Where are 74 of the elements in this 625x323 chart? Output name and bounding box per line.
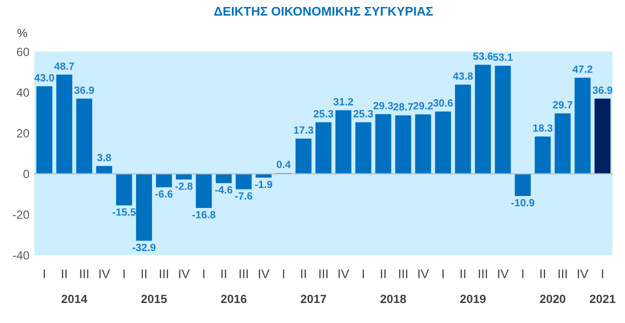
x-tick-label: III: [319, 270, 328, 278]
y-tick-label: 60: [16, 48, 30, 56]
data-label: 29.3: [373, 102, 394, 110]
x-tick-label: I: [522, 270, 524, 278]
text: 2014: [62, 294, 88, 304]
x-tick-label: IV: [418, 270, 429, 278]
data-label: 17.3: [294, 126, 314, 134]
x-tick-label: III: [478, 270, 487, 278]
y-tick-label: 0: [23, 170, 30, 178]
text: 2018: [380, 294, 406, 304]
data-label: -2.8: [175, 182, 193, 190]
data-label: 28.7: [393, 103, 413, 111]
y-tick-label: 20: [16, 129, 30, 138]
data-label: -10.9: [511, 199, 534, 206]
x-tick-label: IV: [99, 270, 110, 278]
x-tick-label: III: [80, 270, 88, 278]
x-tick-label: II: [540, 270, 546, 278]
data-label: 29.7: [552, 101, 572, 108]
x-tick-label: III: [160, 270, 168, 278]
data-label: -15.5: [112, 208, 136, 216]
x-tick-label: II: [142, 270, 146, 278]
text: 2017: [300, 294, 326, 304]
data-label: 29.2: [413, 102, 433, 110]
data-label: 53.1: [493, 54, 513, 61]
x-tick-label: II: [62, 270, 67, 278]
y-tick-label: -20: [12, 210, 30, 219]
x-tick-label: I: [124, 270, 125, 278]
x-tick-label: II: [301, 270, 306, 278]
data-label: 3.8: [97, 154, 112, 162]
data-label: -7.6: [235, 192, 252, 200]
data-label: 36.9: [592, 86, 612, 94]
data-label: 36.9: [74, 86, 94, 94]
text: 2016: [221, 294, 246, 304]
x-tick-label: I: [282, 270, 284, 278]
text: 2015: [141, 294, 167, 304]
data-label: 30.6: [433, 99, 453, 107]
x-tick-label: I: [602, 270, 604, 278]
text: 2020: [540, 294, 566, 304]
data-label: 48.7: [54, 62, 74, 70]
chart-title: ΔΕΙΚΤΗΣ ΟΙΚΟΝΟΜΙΚΗΣ ΣΥΓΚΥΡΙΑΣ: [214, 6, 433, 16]
x-tick-label: III: [240, 270, 248, 278]
data-label: 43.0: [34, 74, 54, 82]
x-tick-label: I: [442, 270, 444, 278]
x-tick-label: IV: [179, 270, 190, 278]
x-tick-label: IV: [498, 270, 509, 278]
data-label: 53.6: [473, 52, 493, 60]
data-label: 47.2: [572, 66, 592, 73]
data-label: 25.3: [354, 110, 374, 118]
x-tick-label: I: [203, 270, 204, 278]
data-label: -16.8: [192, 211, 216, 218]
data-label: 18.3: [533, 124, 552, 132]
data-label: -1.9: [255, 180, 272, 188]
x-tick-label: III: [558, 270, 567, 278]
data-label: 0.4: [276, 160, 291, 168]
x-tick-label: II: [460, 270, 466, 278]
data-label: -32.9: [132, 244, 156, 252]
data-label: -6.6: [155, 190, 173, 198]
x-tick-label: IV: [578, 270, 588, 278]
x-tick-label: III: [399, 270, 408, 278]
text: 2021: [590, 294, 616, 304]
data-label: 31.2: [333, 98, 354, 106]
y-tick-label: -40: [12, 251, 30, 260]
data-label: 43.8: [453, 72, 473, 80]
x-tick-label: I: [362, 270, 364, 278]
x-tick-label: II: [221, 270, 226, 278]
y-tick-label: 40: [16, 88, 30, 97]
y-axis-title: %: [17, 28, 28, 38]
x-tick-label: IV: [258, 270, 270, 278]
text: 2019: [460, 294, 486, 304]
data-label: -4.6: [215, 186, 232, 194]
x-tick-label: IV: [338, 270, 350, 278]
x-tick-label: I: [44, 270, 45, 278]
data-label: 25.3: [314, 110, 334, 118]
x-tick-label: II: [380, 270, 386, 278]
